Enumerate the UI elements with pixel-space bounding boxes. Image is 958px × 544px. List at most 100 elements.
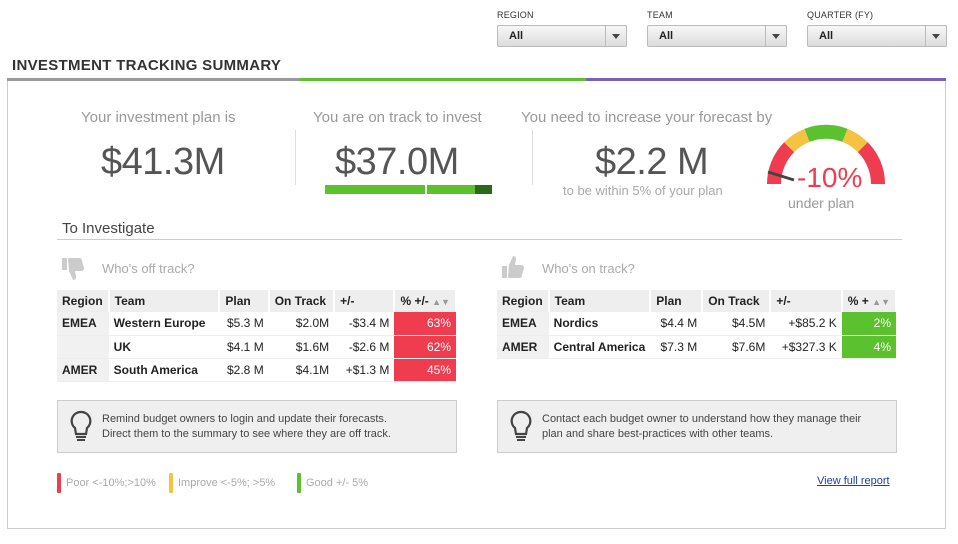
row-pct: 62% (394, 335, 456, 359)
progress-marker (425, 185, 427, 194)
col-region[interactable]: Region (57, 290, 110, 312)
page-title: INVESTMENT TRACKING SUMMARY (12, 57, 282, 74)
col-pct-label: % + (847, 294, 869, 308)
row-on-track: $7.6M (702, 335, 771, 359)
row-region: EMEA (497, 312, 549, 336)
view-full-report-link[interactable]: View full report (817, 475, 890, 487)
row-plan: $7.3 M (650, 335, 703, 359)
table-row[interactable]: UK $4.1 M $1.6M -$2.6 M 62% (57, 335, 456, 359)
sort-icon[interactable]: ▲▼ (432, 297, 450, 307)
row-on-track: $2.0M (268, 312, 335, 336)
quarter-filter-label: QUARTER (FY) (807, 10, 874, 20)
gauge-caption: under plan (788, 195, 855, 211)
row-team: Western Europe (108, 312, 220, 336)
legend-improve: Improve <-5%; >5% (169, 473, 275, 493)
increase-label: You need to increase your forecast by (521, 109, 773, 126)
row-diff: +$1.3 M (334, 358, 395, 382)
row-plan: $4.4 M (650, 312, 703, 336)
investigate-title: To Investigate (62, 220, 155, 237)
section-divider (57, 239, 902, 240)
on-track-progress-bar (325, 185, 492, 194)
row-region: AMER (497, 335, 549, 359)
on-track-tip-text: Contact each budget owner to understand … (542, 412, 861, 442)
increase-note: to be within 5% of your plan (563, 183, 723, 198)
legend-good: Good +/- 5% (297, 473, 368, 493)
row-diff: +$327.3 K (770, 335, 842, 359)
row-plan: $2.8 M (219, 358, 269, 382)
quarter-filter: QUARTER (FY) All (807, 10, 947, 47)
on-track-progress-fill (325, 185, 476, 194)
row-team: Nordics (548, 312, 651, 336)
on-track-label: You are on track to invest (313, 109, 482, 126)
table-row[interactable]: AMER South America $2.8 M $4.1M +$1.3 M 45% (57, 358, 456, 382)
legend-label: Poor <-10%;>10% (66, 476, 156, 489)
row-team: UK (108, 335, 220, 359)
lightbulb-icon (510, 410, 532, 441)
sort-icon[interactable]: ▲▼ (872, 297, 890, 307)
row-on-track: $4.5M (702, 312, 771, 336)
table-row[interactable]: EMEA Western Europe $5.3 M $2.0M -$3.4 M 63% (57, 312, 456, 336)
row-region (57, 335, 109, 359)
col-on-track[interactable]: On Track (268, 290, 336, 312)
chevron-down-icon[interactable] (605, 26, 626, 46)
plan-value: $41.3M (101, 141, 225, 183)
forecast-gauge (766, 124, 886, 185)
thumbs-down-icon (62, 258, 84, 280)
col-team[interactable]: Team (548, 290, 652, 312)
col-team[interactable]: Team (108, 290, 221, 312)
on-track-table: Region Team Plan On Track +/- % + ▲▼ EME… (497, 290, 898, 359)
tip-line: plan and share best-practices with other… (542, 428, 774, 440)
title-underline-green (300, 78, 586, 81)
col-diff[interactable]: +/- (770, 290, 843, 312)
region-select[interactable]: All (497, 25, 627, 47)
divider (295, 130, 296, 185)
row-team: South America (108, 358, 220, 382)
legend-label: Good +/- 5% (306, 476, 369, 489)
off-track-tip-text: Remind budget owners to login and update… (102, 412, 391, 442)
row-diff: -$2.6 M (334, 335, 395, 359)
tip-line: Direct them to the summary to see where … (102, 428, 391, 440)
team-select[interactable]: All (647, 25, 787, 47)
col-on-track[interactable]: On Track (702, 290, 772, 312)
off-track-tip: Remind budget owners to login and update… (57, 400, 457, 453)
tip-line: Contact each budget owner to understand … (542, 413, 862, 425)
legend-poor: Poor <-10%;>10% (57, 473, 156, 493)
row-pct: 45% (394, 358, 456, 382)
chevron-down-icon[interactable] (925, 26, 946, 46)
row-plan: $5.3 M (219, 312, 269, 336)
row-on-track: $4.1M (268, 358, 335, 382)
row-diff: -$3.4 M (334, 312, 395, 336)
col-pct-label: % +/- (400, 294, 429, 308)
divider (532, 130, 533, 185)
row-region: AMER (57, 358, 109, 382)
col-region[interactable]: Region (497, 290, 550, 312)
off-track-heading: Who's off track? (102, 261, 195, 276)
row-pct: 63% (394, 312, 456, 336)
title-underline-gray (7, 78, 300, 81)
team-filter-label: TEAM (647, 10, 673, 20)
on-track-tip: Contact each budget owner to understand … (497, 400, 897, 453)
tip-line: Remind budget owners to login and update… (102, 413, 387, 425)
summary-panel (7, 81, 946, 529)
thumbs-up-icon (502, 256, 524, 278)
chevron-down-icon[interactable] (765, 26, 786, 46)
col-pct[interactable]: % +/- ▲▼ (394, 290, 457, 312)
col-diff[interactable]: +/- (334, 290, 396, 312)
region-select-value: All (509, 30, 524, 42)
row-on-track: $1.6M (268, 335, 335, 359)
team-select-value: All (659, 30, 674, 42)
quarter-select[interactable]: All (807, 25, 947, 47)
lightbulb-icon (70, 410, 92, 441)
region-filter: REGION All (497, 10, 627, 47)
col-plan[interactable]: Plan (219, 290, 270, 312)
plan-label: Your investment plan is (81, 109, 236, 126)
col-plan[interactable]: Plan (650, 290, 704, 312)
row-pct: 2% (841, 312, 896, 336)
increase-value: $2.2 M (595, 141, 709, 183)
row-plan: $4.1 M (219, 335, 269, 359)
table-row[interactable]: EMEA Nordics $4.4 M $4.5M +$85.2 K 2% (497, 312, 896, 336)
col-pct[interactable]: % + ▲▼ (841, 290, 898, 312)
legend-swatch (57, 473, 61, 493)
on-track-value: $37.0M (335, 141, 459, 183)
